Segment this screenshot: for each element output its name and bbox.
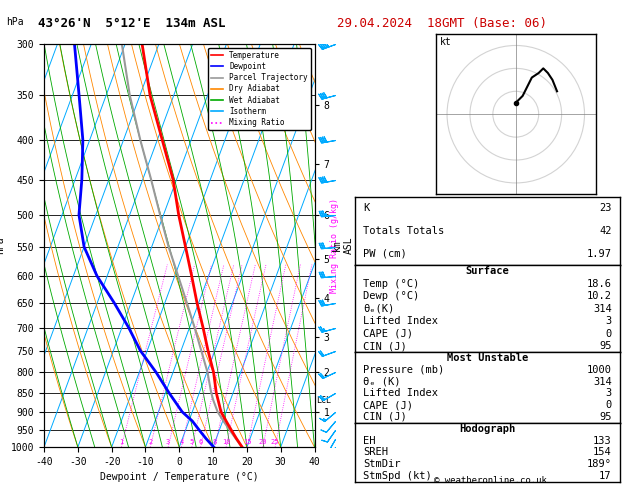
Text: 4: 4 bbox=[179, 439, 184, 446]
Text: 0: 0 bbox=[605, 329, 611, 339]
Text: 17: 17 bbox=[599, 471, 611, 481]
Text: 42: 42 bbox=[599, 226, 611, 236]
Text: Surface: Surface bbox=[465, 266, 509, 276]
Text: Temp (°C): Temp (°C) bbox=[364, 278, 420, 289]
Text: 314: 314 bbox=[593, 377, 611, 387]
Text: CIN (J): CIN (J) bbox=[364, 341, 407, 351]
Y-axis label: km
ASL: km ASL bbox=[332, 237, 353, 254]
Text: K: K bbox=[364, 203, 370, 213]
Legend: Temperature, Dewpoint, Parcel Trajectory, Dry Adiabat, Wet Adiabat, Isotherm, Mi: Temperature, Dewpoint, Parcel Trajectory… bbox=[208, 48, 311, 130]
Text: © weatheronline.co.uk: © weatheronline.co.uk bbox=[434, 476, 547, 485]
Text: EH: EH bbox=[364, 435, 376, 446]
X-axis label: Dewpoint / Temperature (°C): Dewpoint / Temperature (°C) bbox=[100, 472, 259, 483]
Text: 6: 6 bbox=[199, 439, 203, 446]
Text: Most Unstable: Most Unstable bbox=[447, 353, 528, 363]
Text: 154: 154 bbox=[593, 448, 611, 457]
Text: Totals Totals: Totals Totals bbox=[364, 226, 445, 236]
Text: 3: 3 bbox=[605, 388, 611, 399]
Text: SREH: SREH bbox=[364, 448, 388, 457]
Text: StmDir: StmDir bbox=[364, 459, 401, 469]
Text: 5: 5 bbox=[190, 439, 194, 446]
Text: CAPE (J): CAPE (J) bbox=[364, 329, 413, 339]
Y-axis label: hPa: hPa bbox=[0, 237, 5, 254]
Text: 133: 133 bbox=[593, 435, 611, 446]
Text: 189°: 189° bbox=[587, 459, 611, 469]
Text: 3: 3 bbox=[166, 439, 170, 446]
Text: 1000: 1000 bbox=[587, 365, 611, 375]
Text: Pressure (mb): Pressure (mb) bbox=[364, 365, 445, 375]
Text: Lifted Index: Lifted Index bbox=[364, 316, 438, 326]
Text: kt: kt bbox=[440, 37, 452, 48]
Text: 95: 95 bbox=[599, 412, 611, 422]
Text: CAPE (J): CAPE (J) bbox=[364, 400, 413, 410]
Text: 2: 2 bbox=[148, 439, 152, 446]
Text: PW (cm): PW (cm) bbox=[364, 248, 407, 259]
Text: Lifted Index: Lifted Index bbox=[364, 388, 438, 399]
Text: Hodograph: Hodograph bbox=[459, 424, 516, 434]
Text: 8: 8 bbox=[213, 439, 217, 446]
Text: 10: 10 bbox=[222, 439, 230, 446]
Text: θₑ (K): θₑ (K) bbox=[364, 377, 401, 387]
Text: 18.6: 18.6 bbox=[587, 278, 611, 289]
Text: 10.2: 10.2 bbox=[587, 291, 611, 301]
Text: θₑ(K): θₑ(K) bbox=[364, 304, 394, 313]
Text: 29.04.2024  18GMT (Base: 06): 29.04.2024 18GMT (Base: 06) bbox=[337, 17, 547, 30]
Text: Dewp (°C): Dewp (°C) bbox=[364, 291, 420, 301]
Text: 15: 15 bbox=[243, 439, 252, 446]
Text: 23: 23 bbox=[599, 203, 611, 213]
Text: hPa: hPa bbox=[6, 17, 24, 27]
Text: 25: 25 bbox=[271, 439, 279, 446]
Text: Mixing Ratio (g/kg): Mixing Ratio (g/kg) bbox=[330, 198, 338, 293]
Text: LCL: LCL bbox=[316, 396, 331, 405]
Text: 0: 0 bbox=[605, 400, 611, 410]
Text: 20: 20 bbox=[259, 439, 267, 446]
Text: 95: 95 bbox=[599, 341, 611, 351]
Text: 314: 314 bbox=[593, 304, 611, 313]
Text: 1.97: 1.97 bbox=[587, 248, 611, 259]
Text: 43°26'N  5°12'E  134m ASL: 43°26'N 5°12'E 134m ASL bbox=[38, 17, 225, 30]
Text: StmSpd (kt): StmSpd (kt) bbox=[364, 471, 432, 481]
Text: 1: 1 bbox=[120, 439, 123, 446]
Text: 3: 3 bbox=[605, 316, 611, 326]
Text: CIN (J): CIN (J) bbox=[364, 412, 407, 422]
